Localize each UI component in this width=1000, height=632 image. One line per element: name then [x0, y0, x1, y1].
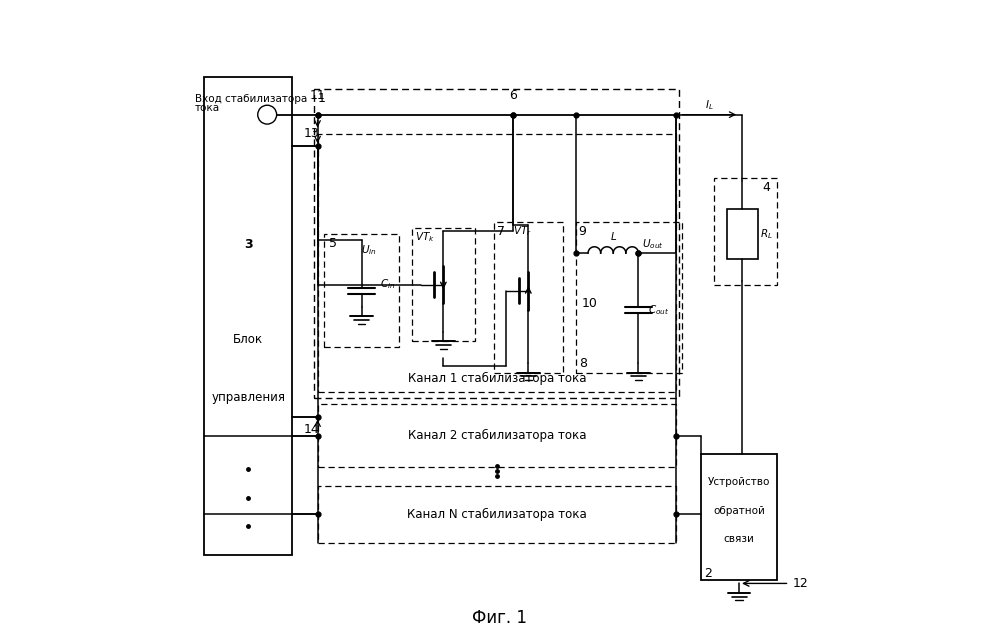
Bar — [314, 90, 679, 398]
Text: 1: 1 — [318, 92, 325, 106]
Text: Канал 2 стабилизатора тока: Канал 2 стабилизатора тока — [408, 429, 586, 442]
Text: 2: 2 — [704, 568, 712, 580]
Text: Канал N стабилизатора тока: Канал N стабилизатора тока — [407, 507, 587, 521]
Text: $R_L$: $R_L$ — [760, 228, 773, 241]
Text: $VT_k$: $VT_k$ — [415, 231, 435, 244]
Text: 5: 5 — [329, 237, 337, 250]
Bar — [494, 222, 563, 373]
Text: 4: 4 — [763, 181, 771, 193]
Text: 12: 12 — [793, 577, 808, 590]
Text: 13: 13 — [303, 127, 319, 140]
Text: Фиг. 1: Фиг. 1 — [473, 609, 528, 627]
Bar — [576, 222, 682, 373]
Bar — [324, 234, 399, 348]
Text: $VT_r$: $VT_r$ — [513, 224, 531, 238]
Text: $U_{out}$: $U_{out}$ — [642, 237, 663, 250]
Text: 6: 6 — [509, 89, 517, 102]
Text: $C_{out}$: $C_{out}$ — [648, 303, 669, 317]
Text: 9: 9 — [579, 224, 587, 238]
Text: 7: 7 — [497, 224, 505, 238]
Text: управления: управления — [211, 391, 285, 404]
Text: Устройство: Устройство — [708, 477, 770, 487]
Bar — [727, 209, 758, 259]
Text: Блок: Блок — [233, 334, 263, 346]
Text: $C_{in}$: $C_{in}$ — [380, 277, 396, 291]
Text: $I_L$: $I_L$ — [705, 99, 714, 112]
Bar — [714, 178, 777, 284]
Text: 14: 14 — [303, 423, 319, 435]
Text: $U_{in}$: $U_{in}$ — [361, 243, 377, 257]
Text: 10: 10 — [582, 297, 598, 310]
Text: Вход стабилизатора: Вход стабилизатора — [195, 94, 307, 104]
Bar — [204, 77, 292, 555]
Text: L: L — [610, 233, 616, 242]
Text: 8: 8 — [579, 356, 587, 370]
Bar — [318, 486, 676, 542]
Text: Канал 1 стабилизатора тока: Канал 1 стабилизатора тока — [408, 372, 586, 386]
Text: обратной: обратной — [713, 506, 765, 516]
Text: связи: связи — [724, 534, 755, 544]
Bar — [318, 133, 676, 391]
Bar — [701, 454, 777, 580]
Text: 3: 3 — [244, 238, 253, 251]
Text: 11: 11 — [310, 89, 325, 102]
Text: тока: тока — [195, 104, 220, 113]
Bar — [318, 404, 676, 467]
Bar — [412, 228, 475, 341]
